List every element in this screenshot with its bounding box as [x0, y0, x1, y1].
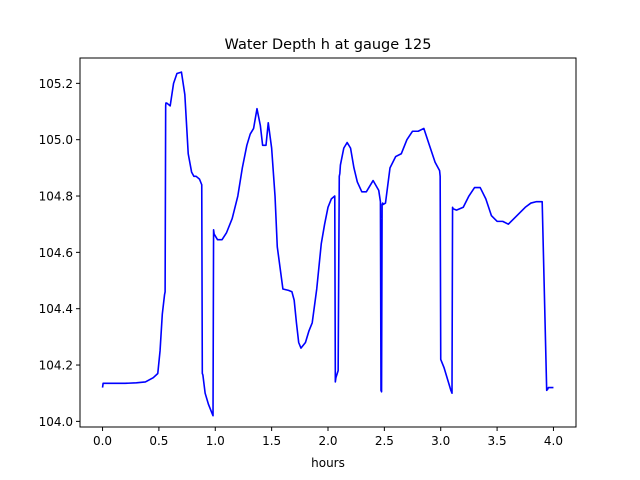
- x-tick-label: 1.0: [206, 434, 225, 448]
- x-tick-label: 0.5: [149, 434, 168, 448]
- y-axis-ticks: 104.0 104.2 104.4 104.6 104.8 105.0 105.2: [39, 77, 80, 429]
- y-tick-label: 104.6: [39, 246, 73, 260]
- x-axis-label: hours: [311, 456, 345, 470]
- x-tick-label: 2.5: [375, 434, 394, 448]
- x-axis-ticks: 0.0 0.5 1.0 1.5 2.0 2.5 3.0 3.5 4.0: [93, 427, 563, 448]
- x-tick-label: 0.0: [93, 434, 112, 448]
- y-tick-label: 104.4: [39, 302, 73, 316]
- y-tick-label: 104.0: [39, 415, 73, 429]
- x-tick-label: 3.0: [431, 434, 450, 448]
- x-tick-label: 1.5: [262, 434, 281, 448]
- x-tick-label: 2.0: [318, 434, 337, 448]
- y-tick-label: 105.2: [39, 77, 73, 91]
- x-tick-label: 4.0: [544, 434, 563, 448]
- series-line-0: [101, 71, 554, 417]
- y-tick-label: 104.2: [39, 359, 73, 373]
- series-layer: [101, 71, 554, 417]
- y-tick-label: 104.8: [39, 190, 73, 204]
- plot-area: 0.0 0.5 1.0 1.5 2.0 2.5 3.0 3.5 4.0 104.0104.210…: [39, 57, 577, 448]
- y-tick-label: 105.0: [39, 133, 73, 147]
- chart-title: Water Depth h at gauge 125: [225, 37, 432, 53]
- x-tick-label: 3.5: [488, 434, 507, 448]
